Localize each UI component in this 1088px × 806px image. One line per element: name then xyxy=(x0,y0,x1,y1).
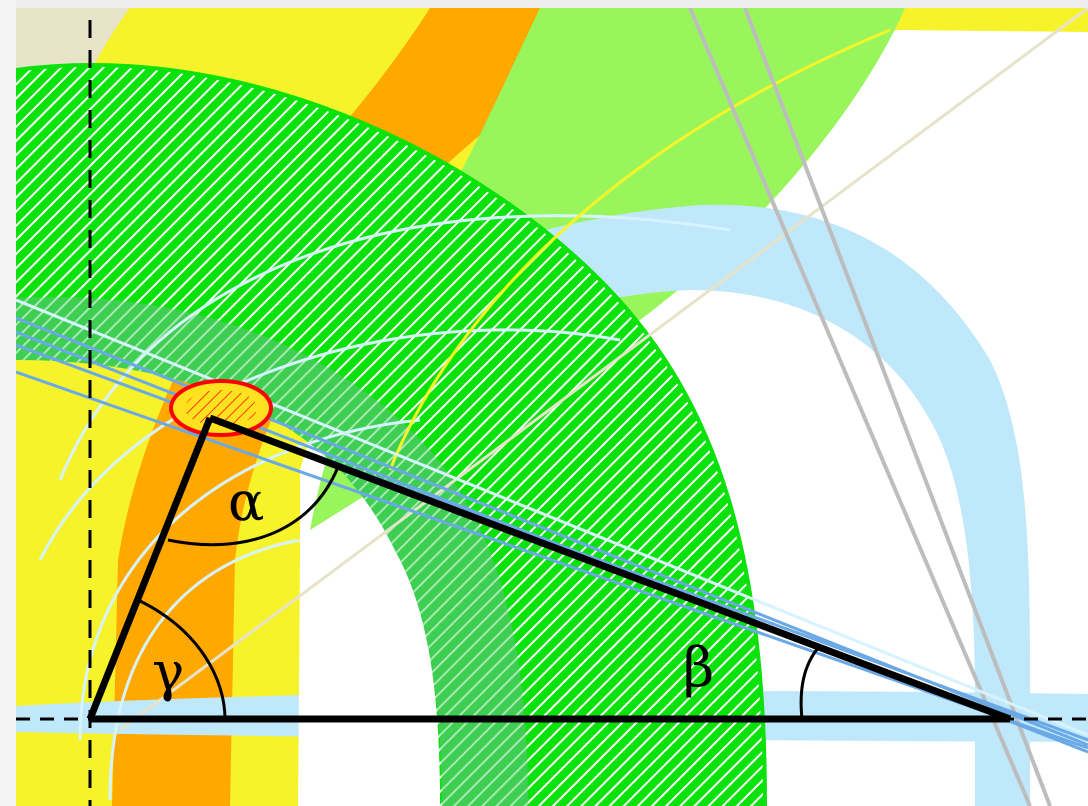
beige-diagonal xyxy=(119,8,1088,732)
gray-line-1 xyxy=(688,8,1032,806)
error-ellipse-hatch xyxy=(185,390,257,426)
beta-arc xyxy=(799,647,820,720)
triangle xyxy=(86,414,1012,723)
mid-green-ring-hatch xyxy=(16,297,528,806)
gamma-arc xyxy=(137,598,227,720)
thin-circles xyxy=(38,214,731,801)
gamma-label: γ xyxy=(152,640,184,703)
alpha-label: α xyxy=(228,470,264,533)
alpha-arc xyxy=(167,466,340,547)
frame-top-edge xyxy=(0,0,1088,8)
frame-left-edge xyxy=(0,0,16,806)
green-ring-outline xyxy=(16,63,767,806)
gray-line-2 xyxy=(743,8,1052,806)
inner-white-region xyxy=(298,530,440,806)
bearing-light-line xyxy=(16,298,1088,737)
beta-label: β xyxy=(683,636,714,699)
